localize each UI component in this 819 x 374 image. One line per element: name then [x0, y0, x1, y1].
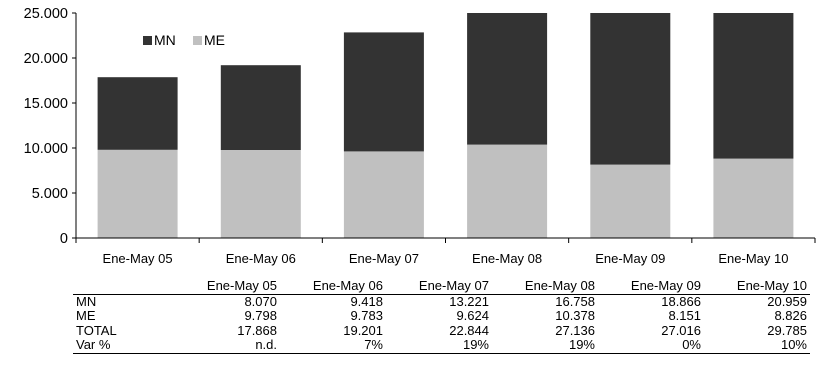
- legend-label-mn: MN: [154, 32, 176, 48]
- table-cell: 17.868: [237, 322, 277, 338]
- table-cell: 8.151: [668, 308, 701, 323]
- bar-mn-4: [590, 13, 671, 165]
- table-cell: 9.418: [350, 293, 383, 309]
- y-tick-label: 5.000: [32, 186, 68, 202]
- table-header-cell: Ene-May 09: [598, 278, 704, 295]
- x-tick-label: Ene-May 07: [349, 251, 419, 266]
- x-tick-label: Ene-May 06: [226, 251, 296, 266]
- legend: MN ME: [143, 32, 225, 48]
- table-cell: 9.624: [456, 308, 489, 323]
- table-cell: 29.785: [767, 322, 807, 338]
- table-header-cell: Ene-May 10: [704, 278, 810, 295]
- y-axis: 0 5.000 10.000 15.000 20.000 25.000: [24, 6, 77, 247]
- table-cell: 27.136: [555, 322, 595, 338]
- table-header-cell: Ene-May 08: [492, 278, 598, 295]
- table-cell: 19%: [492, 337, 598, 354]
- table-cell: 8.826: [774, 308, 807, 323]
- x-tick-label: Ene-May 10: [718, 251, 788, 266]
- bar-me-5: [713, 158, 794, 238]
- table-cell: 9.783: [350, 308, 383, 323]
- table-row-var: Var % n.d. 7% 19% 19% 0% 10%: [73, 337, 810, 354]
- row-label: MN: [76, 293, 97, 309]
- bar-mn-0: [97, 77, 178, 150]
- legend-label-me: ME: [204, 32, 225, 48]
- bar-me-0: [97, 149, 178, 238]
- y-tick-label: 20.000: [24, 51, 68, 67]
- x-axis: Ene-May 05 Ene-May 06 Ene-May 07 Ene-May 08…: [75, 237, 816, 266]
- table-cell: 19%: [386, 337, 492, 354]
- table-cell: 19.201: [343, 322, 383, 338]
- table-cell: 9.798: [244, 308, 277, 323]
- table-header-cell: Ene-May 06: [280, 278, 386, 295]
- y-tick-label: 0: [60, 231, 68, 247]
- table-cell: 10.378: [555, 308, 595, 323]
- x-tick-label: Ene-May 05: [103, 251, 173, 266]
- table-row-me: ME 9.798 9.783 9.624 10.378 8.151 8.826: [73, 308, 810, 324]
- bar-mn-2: [343, 32, 424, 152]
- bar-me-4: [590, 164, 671, 238]
- data-table: Ene-May 05 Ene-May 06 Ene-May 07 Ene-May…: [73, 278, 810, 354]
- table-cell: 22.844: [449, 322, 489, 338]
- y-tick-label: 15.000: [24, 96, 68, 112]
- row-label: Var %: [73, 337, 174, 354]
- bar-mn-3: [467, 13, 548, 145]
- table-cell: 16.758: [555, 293, 595, 309]
- stacked-bar-chart: 0 5.000 10.000 15.000 20.000 25.000 Ene-May 0…: [24, 6, 816, 266]
- table-cell: 20.959: [767, 293, 807, 309]
- row-label: TOTAL: [76, 322, 117, 338]
- x-tick-label: Ene-May 08: [472, 251, 542, 266]
- legend-swatch-me: [193, 36, 202, 45]
- bars-group: [97, 13, 794, 238]
- table-row-mn: MN 8.070 9.418 13.221 16.758 18.866 20.9…: [73, 294, 810, 309]
- table-cell: 7%: [280, 337, 386, 354]
- y-tick-label: 25.000: [24, 6, 68, 22]
- table-cell: 8.070: [244, 293, 277, 309]
- table-cell: 13.221: [449, 293, 489, 309]
- bar-mn-5: [713, 13, 794, 159]
- table-cell: 27.016: [661, 322, 701, 338]
- table-row-total: TOTAL 17.868 19.201 22.844 27.136 27.016…: [73, 322, 810, 339]
- y-tick-label: 10.000: [24, 141, 68, 157]
- bar-me-2: [343, 151, 424, 238]
- bar-me-1: [220, 150, 301, 238]
- legend-swatch-mn: [143, 36, 152, 45]
- table-cell: 10%: [704, 337, 810, 354]
- table-header-cell: Ene-May 07: [386, 278, 492, 295]
- x-tick-label: Ene-May 09: [595, 251, 665, 266]
- table-cell: n.d.: [174, 337, 280, 354]
- table-header-cell: Ene-May 05: [174, 278, 280, 295]
- bar-me-3: [467, 144, 548, 238]
- table-header-row: Ene-May 05 Ene-May 06 Ene-May 07 Ene-May…: [73, 278, 810, 295]
- row-label: ME: [76, 308, 96, 323]
- table-cell: 18.866: [661, 293, 701, 309]
- table-header-cell: [73, 279, 174, 295]
- table-cell: 0%: [598, 337, 704, 354]
- bar-mn-1: [220, 65, 301, 150]
